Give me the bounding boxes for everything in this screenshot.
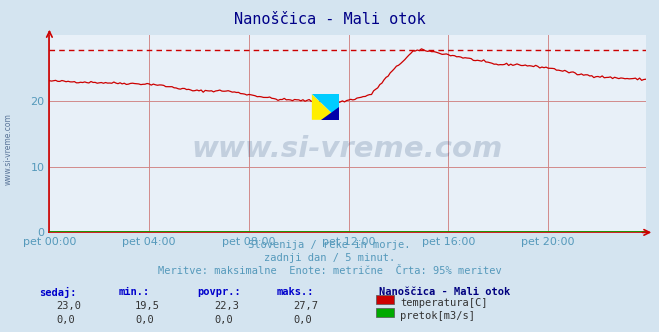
- Text: Slovenija / reke in morje.: Slovenija / reke in morje.: [248, 240, 411, 250]
- Text: 27,7: 27,7: [293, 301, 318, 311]
- Text: min.:: min.:: [119, 287, 150, 297]
- Polygon shape: [321, 107, 339, 120]
- Text: maks.:: maks.:: [277, 287, 314, 297]
- Text: 0,0: 0,0: [214, 315, 233, 325]
- Polygon shape: [312, 94, 339, 120]
- Text: sedaj:: sedaj:: [40, 287, 77, 298]
- Text: 0,0: 0,0: [135, 315, 154, 325]
- Text: 19,5: 19,5: [135, 301, 160, 311]
- Polygon shape: [312, 94, 339, 120]
- Text: 23,0: 23,0: [56, 301, 81, 311]
- Text: temperatura[C]: temperatura[C]: [400, 298, 488, 308]
- Text: pretok[m3/s]: pretok[m3/s]: [400, 311, 475, 321]
- Text: 22,3: 22,3: [214, 301, 239, 311]
- Text: Nanoščica - Mali otok: Nanoščica - Mali otok: [379, 287, 510, 297]
- Text: zadnji dan / 5 minut.: zadnji dan / 5 minut.: [264, 253, 395, 263]
- Text: Meritve: maksimalne  Enote: metrične  Črta: 95% meritev: Meritve: maksimalne Enote: metrične Črta…: [158, 266, 501, 276]
- Text: www.si-vreme.com: www.si-vreme.com: [3, 114, 13, 185]
- Text: Nanoščica - Mali otok: Nanoščica - Mali otok: [234, 12, 425, 27]
- Text: www.si-vreme.com: www.si-vreme.com: [192, 135, 503, 163]
- Text: 0,0: 0,0: [56, 315, 74, 325]
- Text: povpr.:: povpr.:: [198, 287, 241, 297]
- Text: 0,0: 0,0: [293, 315, 312, 325]
